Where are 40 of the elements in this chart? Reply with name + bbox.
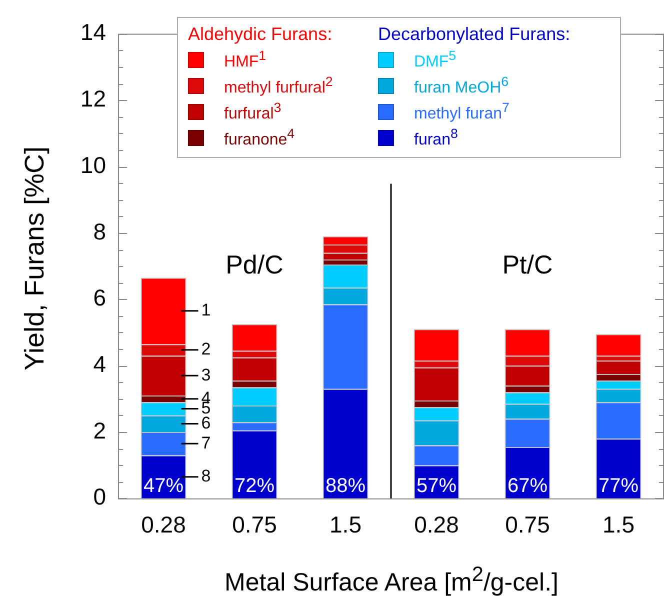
x-tick-label: 1.5 [602,512,634,538]
y-tick-label: 0 [93,484,106,510]
legend-label: furfural$^{3}$ [224,100,282,124]
x-tick-label: 0.28 [141,512,186,538]
y-tick-label: 8 [93,218,106,244]
annotation: Decarbonylated Furans: [378,24,572,45]
x-tick-label: 0.75 [232,512,277,538]
annotation: 67% [507,474,548,497]
annotation: 72% [234,474,275,497]
y-tick-label: 14 [80,19,106,46]
y-axis-title: Yield, Furans [%C] [20,146,50,370]
y-tick-label: 6 [93,284,106,311]
annotation: Pd/C [226,249,284,280]
annotation: 88% [325,474,366,497]
y-tick-label: 10 [80,152,106,178]
annotation: 47% [143,474,184,497]
y-tick-label: 12 [80,86,106,112]
annotation: 77% [598,474,639,497]
annotation: 7 [201,433,211,452]
y-tick-label: 2 [93,417,106,444]
x-tick-label: 1.5 [330,512,362,538]
x-axis-title: Metal Surface Area [m$^{2}$/g-cel.] [224,563,560,596]
annotation: 3 [201,365,211,384]
annotation: 2 [201,340,211,359]
annotation: Aldehydic Furans: [188,24,334,45]
legend-label: DMF$^{5}$ [414,48,456,72]
annotation: Pt/C [502,249,553,280]
legend-label: methyl furan$^{7}$ [414,100,510,124]
legend-label: HMF$^{1}$ [224,48,266,72]
x-tick-label: 0.28 [414,512,459,538]
x-tick-label: 0.75 [505,512,550,538]
annotation: 57% [416,474,457,497]
annotation: 6 [201,413,211,432]
legend-label: furan MeOH$^{6}$ [414,74,509,98]
annotation: 8 [201,466,211,486]
legend-label: methyl furfural$^{2}$ [224,74,333,98]
legend-label: furan$^{8}$ [414,126,458,150]
legend-label: furanone$^{4}$ [224,126,295,150]
annotation: 1 [201,300,211,320]
y-tick-label: 4 [93,351,106,377]
